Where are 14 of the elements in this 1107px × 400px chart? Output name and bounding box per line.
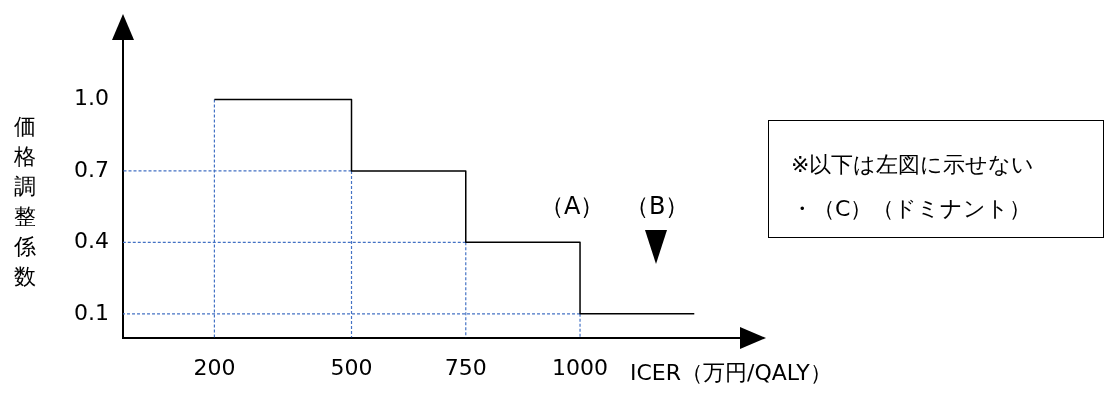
x-tick-label: 750: [444, 354, 487, 380]
x-tick-label: 200: [193, 354, 236, 380]
x-tick-label: 500: [330, 354, 373, 380]
annotation: （B）: [625, 191, 690, 222]
y-tick-label: 1.0: [73, 85, 109, 111]
y-tick-label: 0.4: [73, 228, 109, 254]
y-axis-title: 価格調整係数: [13, 113, 37, 291]
y-tick-label: 0.7: [73, 156, 109, 182]
x-axis-title: ICER（万円/QALY）: [630, 358, 832, 387]
text: ・（C）（ドミナント）: [791, 195, 1033, 223]
x-tick-label: 1000: [552, 354, 609, 380]
y-tick-label: 0.1: [73, 299, 109, 325]
text: ※以下は左図に示せない: [791, 151, 1036, 179]
annotation: （A）: [540, 191, 605, 222]
